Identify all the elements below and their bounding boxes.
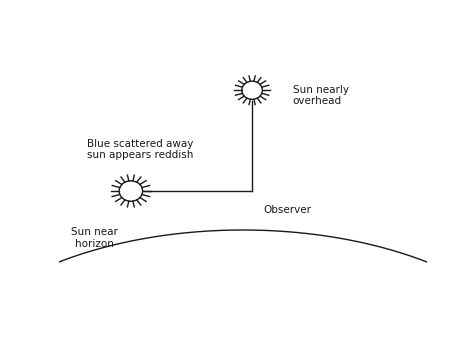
Text: Observer: Observer bbox=[263, 205, 311, 215]
Text: Blue scattered away
sun appears reddish: Blue scattered away sun appears reddish bbox=[87, 139, 193, 160]
Ellipse shape bbox=[119, 181, 143, 201]
Ellipse shape bbox=[242, 81, 263, 99]
Text: Sun near
horizon: Sun near horizon bbox=[71, 227, 118, 249]
Text: Sun nearly
overhead: Sun nearly overhead bbox=[292, 85, 348, 106]
